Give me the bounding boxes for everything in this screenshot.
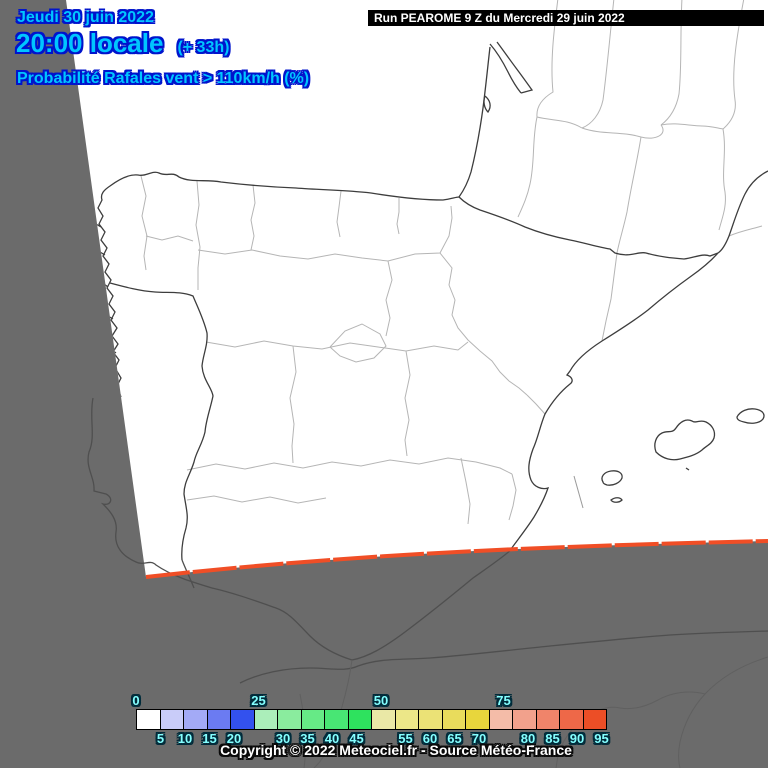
spain-east-coast xyxy=(510,252,719,550)
parameter-label: Probabilité Rafales vent > 110km/h (%) xyxy=(17,70,310,87)
legend-tick-label: 60 xyxy=(422,731,438,746)
legend-tick-label: 25 xyxy=(251,693,266,708)
legend-cell xyxy=(512,709,537,730)
french-med-coast xyxy=(717,170,768,254)
legend-cell xyxy=(535,709,560,730)
legend-cell xyxy=(465,709,490,730)
algeria-border-2 xyxy=(619,691,706,710)
legend-cell xyxy=(206,709,231,730)
date-label: Jeudi 30 juin 2022 xyxy=(17,9,154,26)
time-label: 20:00 locale xyxy=(16,28,164,58)
run-info-banner: Run PEAROME 9 Z du Mercredi 29 juin 2022 xyxy=(368,10,764,26)
legend-cell xyxy=(418,709,443,730)
legend-tick-label: 50 xyxy=(373,693,389,708)
copyright-label: Copyright © 2022 Meteociel.fr - Source M… xyxy=(220,742,572,758)
legend-tick-label: 80 xyxy=(520,731,536,746)
coastlines xyxy=(95,41,768,561)
model-domain-area xyxy=(66,0,768,577)
spain-portugal-border xyxy=(109,282,214,561)
legend-cell xyxy=(136,709,161,730)
legend-tick-label: 35 xyxy=(300,731,315,746)
legend-tick-label: 75 xyxy=(496,693,511,708)
galician-islets xyxy=(95,223,117,354)
morocco-border-2 xyxy=(313,659,353,768)
legend-cell xyxy=(441,709,466,730)
legend-cell xyxy=(559,709,584,730)
legend-tick-label: 30 xyxy=(275,731,291,746)
legend-cell xyxy=(253,709,278,730)
legend-cell xyxy=(347,709,372,730)
province-borders xyxy=(140,0,763,525)
french-west-coast xyxy=(458,46,491,198)
legend-cell xyxy=(488,709,513,730)
valid-time-label: 20:00 locale (+ 33h) xyxy=(16,28,229,59)
forecast-offset-label: (+ 33h) xyxy=(177,39,230,56)
legend-cell xyxy=(183,709,208,730)
legend-cell xyxy=(159,709,184,730)
legend-cell xyxy=(277,709,302,730)
iberia-north-west-coast xyxy=(97,171,460,398)
africa-coastline xyxy=(239,630,768,684)
legend-tick-label: 10 xyxy=(177,731,193,746)
legend-cell xyxy=(582,709,607,730)
cabrera-islet xyxy=(685,467,690,471)
legend-tick-label: 70 xyxy=(471,731,487,746)
legend-tick-label: 90 xyxy=(569,731,585,746)
ibiza-island xyxy=(601,470,623,486)
legend-tick-label: 45 xyxy=(349,731,364,746)
legend-cell xyxy=(394,709,419,730)
legend-cell xyxy=(371,709,396,730)
legend-tick-label: 0 xyxy=(132,693,140,708)
gironde-estuary-north xyxy=(496,41,534,94)
gironde-estuary-south xyxy=(489,43,522,94)
formentera-island xyxy=(610,497,623,503)
algeria-border-1 xyxy=(678,656,768,768)
legend-tick-label: 40 xyxy=(324,731,340,746)
legend-tick-label: 65 xyxy=(447,731,462,746)
legend-color-scale xyxy=(136,709,607,730)
legend-cell xyxy=(324,709,349,730)
legend-tick-label: 85 xyxy=(545,731,560,746)
domain-boundary-line xyxy=(145,539,768,579)
pyrenees-border xyxy=(458,196,719,260)
menorca-island xyxy=(736,408,765,424)
portugal-coastline xyxy=(87,397,513,661)
legend-cell xyxy=(300,709,325,730)
legend-cell xyxy=(230,709,255,730)
mallorca-island xyxy=(654,419,716,461)
arcachon-basin xyxy=(483,95,491,114)
legend-tick-label: 55 xyxy=(398,731,413,746)
legend-tick-label: 5 xyxy=(156,731,165,746)
legend-tick-label: 95 xyxy=(594,731,609,746)
legend-tick-label: 20 xyxy=(226,731,242,746)
legend-tick-label: 15 xyxy=(202,731,217,746)
